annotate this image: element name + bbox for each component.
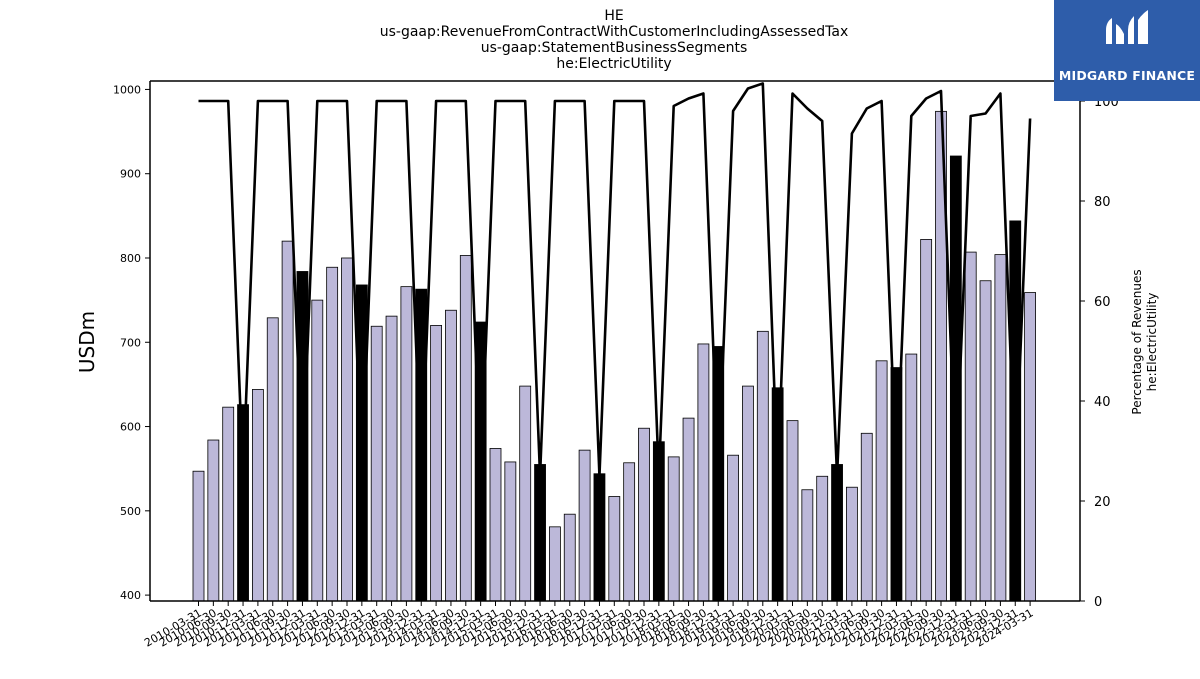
bar <box>430 325 443 602</box>
bar <box>459 255 472 602</box>
line-series-group <box>198 82 1032 478</box>
bar <box>326 266 339 602</box>
y-tick-label: 1000 <box>113 83 141 96</box>
y-axis-right-label: Percentage of Revenues he:ElectricUtility <box>1130 269 1159 414</box>
bar <box>623 462 636 602</box>
bar <box>608 496 621 602</box>
bar <box>445 309 457 602</box>
y-tick-label: 800 <box>120 252 141 265</box>
bar <box>222 406 235 602</box>
bar <box>504 461 517 602</box>
y-axis-left-label: USDm <box>75 311 99 373</box>
bar <box>281 240 294 602</box>
bar <box>831 464 843 602</box>
bar <box>742 385 754 602</box>
y2-tick-label: 80 <box>1094 195 1111 210</box>
bar <box>1024 292 1036 602</box>
bars-group <box>192 110 1036 602</box>
y-axis-left-ticks: 400 500 600 700 800 900 1000 <box>113 83 150 602</box>
bar <box>385 315 398 602</box>
bar <box>489 448 502 602</box>
x-axis-ticks: 2010-03-312010-06-302010-09-302010-12-31… <box>142 601 1036 650</box>
bar <box>237 404 249 602</box>
bar <box>370 325 383 602</box>
bar <box>667 456 680 602</box>
bar <box>875 360 888 602</box>
bar <box>355 284 368 602</box>
bar <box>296 271 309 602</box>
percentage-line <box>198 82 1032 478</box>
y2-tick-label: 40 <box>1094 395 1111 410</box>
bar <box>816 475 829 602</box>
bar <box>846 486 858 602</box>
y2-tick-label: 60 <box>1094 295 1111 310</box>
bar <box>801 489 814 602</box>
midgard-finance-logo: MIDGARD FINANCE <box>1054 0 1200 101</box>
y2-tick-label: 0 <box>1094 595 1102 610</box>
bar <box>266 317 279 602</box>
chart-title-line: he:ElectricUtility <box>556 56 671 72</box>
y-tick-label: 500 <box>120 505 141 518</box>
bar <box>638 427 650 602</box>
chart-title: HEus-gaap:RevenueFromContractWithCustome… <box>380 8 849 72</box>
bar <box>534 464 546 602</box>
bar <box>519 385 532 602</box>
bar <box>697 343 710 602</box>
bar <box>920 239 933 602</box>
bar <box>860 432 873 602</box>
logo-mark-icon <box>1106 10 1148 44</box>
bar <box>964 251 977 602</box>
axes-group <box>149 80 1081 602</box>
y2-axis-label-line: he:ElectricUtility <box>1145 293 1159 392</box>
bar <box>994 254 1007 602</box>
bar <box>251 389 264 602</box>
bar <box>400 286 413 602</box>
logo-text: MIDGARD FINANCE <box>1058 68 1196 83</box>
y-tick-label: 700 <box>120 336 141 349</box>
bar <box>341 257 353 602</box>
bar <box>563 513 576 602</box>
chart-title-line: us-gaap:RevenueFromContractWithCustomerI… <box>380 24 849 40</box>
bar <box>786 420 799 602</box>
bar <box>207 439 220 602</box>
bar <box>578 449 591 602</box>
bar <box>192 470 205 602</box>
chart-title-line: us-gaap:StatementBusinessSegments <box>481 40 748 56</box>
bar <box>311 299 324 602</box>
bar <box>727 454 739 602</box>
y2-axis-label-line: Percentage of Revenues <box>1130 269 1144 414</box>
bar <box>682 417 695 602</box>
chart-title-line: HE <box>604 8 623 24</box>
bar <box>756 330 769 602</box>
y2-tick-label: 20 <box>1094 495 1111 510</box>
y-tick-label: 600 <box>120 421 141 434</box>
bar <box>771 387 784 602</box>
bar <box>979 280 992 602</box>
bar <box>593 473 606 602</box>
bar <box>905 353 918 602</box>
y-tick-label: 400 <box>120 589 141 602</box>
bar <box>549 526 561 602</box>
y-tick-label: 900 <box>120 168 141 181</box>
